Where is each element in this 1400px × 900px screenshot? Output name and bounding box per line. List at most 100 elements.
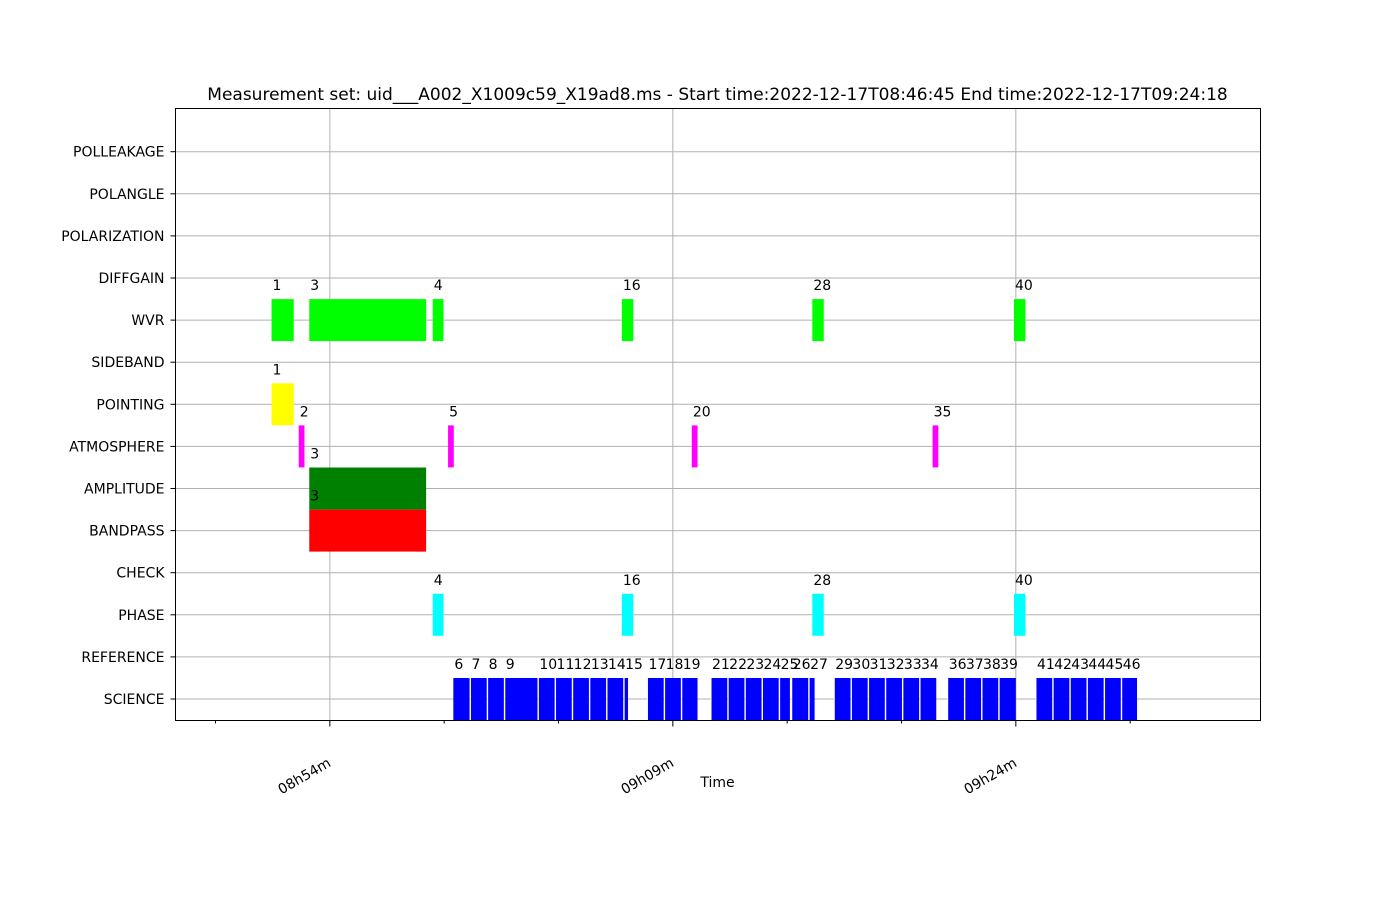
interval-label: 18 xyxy=(666,657,684,673)
interval-bar xyxy=(920,678,937,720)
interval-bar xyxy=(728,678,745,720)
interval-label: 12 xyxy=(574,657,592,673)
interval-label: 24 xyxy=(763,657,781,673)
chart-title: Measurement set: uid___A002_X1009c59_X19… xyxy=(207,85,1227,105)
interval-bar xyxy=(1053,678,1070,720)
interval-label: 37 xyxy=(966,657,984,673)
interval-label: 20 xyxy=(693,404,711,420)
y-tick-label: AMPLITUDE xyxy=(84,482,164,498)
interval-label: 25 xyxy=(781,657,799,673)
interval-bar xyxy=(1014,299,1026,342)
interval-bar xyxy=(453,678,470,720)
interval-label: 21 xyxy=(712,657,730,673)
interval-label: 34 xyxy=(921,657,939,673)
y-tick-label: POLARIZATION xyxy=(61,229,164,245)
interval-label: 2 xyxy=(300,404,309,420)
interval-label: 41 xyxy=(1037,657,1055,673)
interval-label: 40 xyxy=(1015,573,1033,589)
interval-bar xyxy=(1035,678,1053,720)
interval-bar xyxy=(432,593,444,636)
interval-bar xyxy=(1121,678,1138,720)
interval-label: 28 xyxy=(813,573,831,589)
interval-bar xyxy=(999,678,1016,720)
interval-bar xyxy=(932,425,939,468)
interval-bar xyxy=(681,678,698,720)
interval-bar xyxy=(271,299,294,342)
y-tick-label: POLANGLE xyxy=(89,187,164,203)
interval-label: 1 xyxy=(273,278,282,294)
interval-bar xyxy=(779,678,790,720)
interval-label: 31 xyxy=(870,657,888,673)
interval-label: 3 xyxy=(310,447,319,463)
interval-label: 11 xyxy=(557,657,575,673)
y-tick-label: SCIENCE xyxy=(104,692,165,708)
y-tick-label: SIDEBAND xyxy=(91,355,164,371)
y-tick-label: WVR xyxy=(131,313,164,329)
interval-bar xyxy=(809,678,815,720)
interval-label: 15 xyxy=(625,657,643,673)
interval-label: 27 xyxy=(810,657,828,673)
interval-bar xyxy=(298,425,305,468)
interval-label: 40 xyxy=(1015,278,1033,294)
interval-label: 46 xyxy=(1123,657,1141,673)
interval-label: 42 xyxy=(1054,657,1072,673)
interval-label: 3 xyxy=(310,278,319,294)
interval-bar xyxy=(504,678,538,720)
interval-label: 4 xyxy=(434,278,443,294)
interval-bar xyxy=(885,678,902,720)
interval-label: 14 xyxy=(608,657,626,673)
interval-bar xyxy=(309,509,427,552)
interval-bar xyxy=(947,678,964,720)
interval-bar xyxy=(1087,678,1104,720)
interval-label: 16 xyxy=(623,573,641,589)
interval-bar xyxy=(621,593,634,636)
interval-bar xyxy=(812,593,824,636)
interval-bar xyxy=(538,678,555,720)
interval-bar xyxy=(745,678,762,720)
interval-label: 1 xyxy=(273,362,282,378)
interval-bar xyxy=(470,678,487,720)
interval-bar xyxy=(664,678,681,720)
interval-bar xyxy=(762,678,779,720)
interval-label: 16 xyxy=(623,278,641,294)
interval-bar xyxy=(791,678,809,720)
interval-label: 36 xyxy=(949,657,967,673)
interval-label: 26 xyxy=(793,657,811,673)
interval-bar xyxy=(432,299,444,342)
interval-label: 6 xyxy=(454,657,463,673)
interval-label: 13 xyxy=(591,657,609,673)
interval-bar xyxy=(589,678,607,720)
y-tick-label: ATMOSPHERE xyxy=(69,439,164,455)
y-tick-label: REFERENCE xyxy=(81,650,164,666)
y-axis: SCIENCE REFERENCE PHASE CHECK BANDPASS AMPLIT… xyxy=(61,145,176,708)
y-tick-label: DIFFGAIN xyxy=(98,271,164,287)
y-tick-label: PHASE xyxy=(118,608,164,624)
interval-bar xyxy=(487,678,504,720)
interval-label: 19 xyxy=(683,657,701,673)
interval-label: 43 xyxy=(1071,657,1089,673)
x-tick-label: 09h09m xyxy=(618,755,676,798)
interval-bar xyxy=(606,678,624,720)
y-tick-label: BANDPASS xyxy=(89,524,164,540)
x-tick-label: 09h24m xyxy=(961,755,1019,798)
x-tick-label: 08h54m xyxy=(275,755,333,798)
interval-bar xyxy=(964,678,982,720)
interval-bar xyxy=(309,299,427,342)
interval-label: 44 xyxy=(1088,657,1106,673)
grid-lines xyxy=(175,108,1261,721)
interval-bar xyxy=(555,678,572,720)
interval-bar xyxy=(572,678,589,720)
interval-bar xyxy=(647,678,664,720)
x-axis: 08h54m 09h09m 09h24m xyxy=(215,720,1131,798)
interval-label: 8 xyxy=(489,657,498,673)
interval-bar xyxy=(812,299,824,342)
interval-label: 35 xyxy=(934,404,952,420)
interval-label: 23 xyxy=(746,657,764,673)
interval-label: 28 xyxy=(813,278,831,294)
interval-label: 17 xyxy=(648,657,666,673)
y-tick-label: POLLEAKAGE xyxy=(73,145,164,161)
interval-label: 29 xyxy=(835,657,853,673)
interval-label: 5 xyxy=(449,404,458,420)
